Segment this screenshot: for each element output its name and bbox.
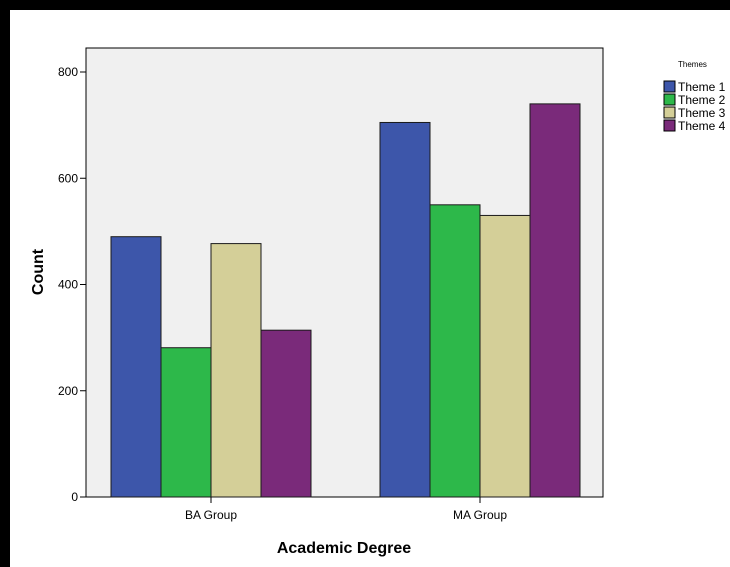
x-tick-label: BA Group [185, 508, 237, 522]
legend-label: Theme 4 [678, 119, 726, 133]
bar-3-ba-group [210, 243, 262, 498]
y-axis: 0 200 400 600 800 [58, 65, 86, 504]
x-axis-title: Academic Degree [277, 540, 411, 557]
y-tick-label: 0 [71, 490, 78, 504]
legend-swatch [663, 80, 676, 93]
bar-3-ma-group [479, 214, 531, 498]
bar-2-ma-group [429, 204, 481, 498]
legend-label: Theme 3 [678, 106, 726, 120]
y-tick-label: 400 [58, 278, 78, 292]
x-axis: BA Group MA Group [185, 497, 507, 522]
legend-swatch [663, 106, 676, 119]
bar-1-ba-group [110, 236, 162, 498]
legend-swatch [663, 119, 676, 132]
y-tick-label: 600 [58, 171, 78, 185]
legend-title: Themes [678, 60, 707, 69]
y-tick-label: 200 [58, 384, 78, 398]
y-axis-title: Count [30, 248, 47, 295]
y-tick-label: 800 [58, 65, 78, 79]
bar-2-ba-group [160, 347, 212, 498]
bar-4-ma-group [529, 103, 581, 498]
bar-1-ma-group [379, 121, 431, 498]
bar-4-ba-group [260, 329, 312, 498]
legend-label: Theme 1 [678, 80, 726, 94]
legend-swatch [663, 93, 676, 106]
legend-label: Theme 2 [678, 93, 726, 107]
bars-group [110, 103, 581, 498]
x-tick-label: MA Group [453, 508, 507, 522]
left-frame [0, 0, 10, 567]
top-frame [0, 0, 730, 10]
